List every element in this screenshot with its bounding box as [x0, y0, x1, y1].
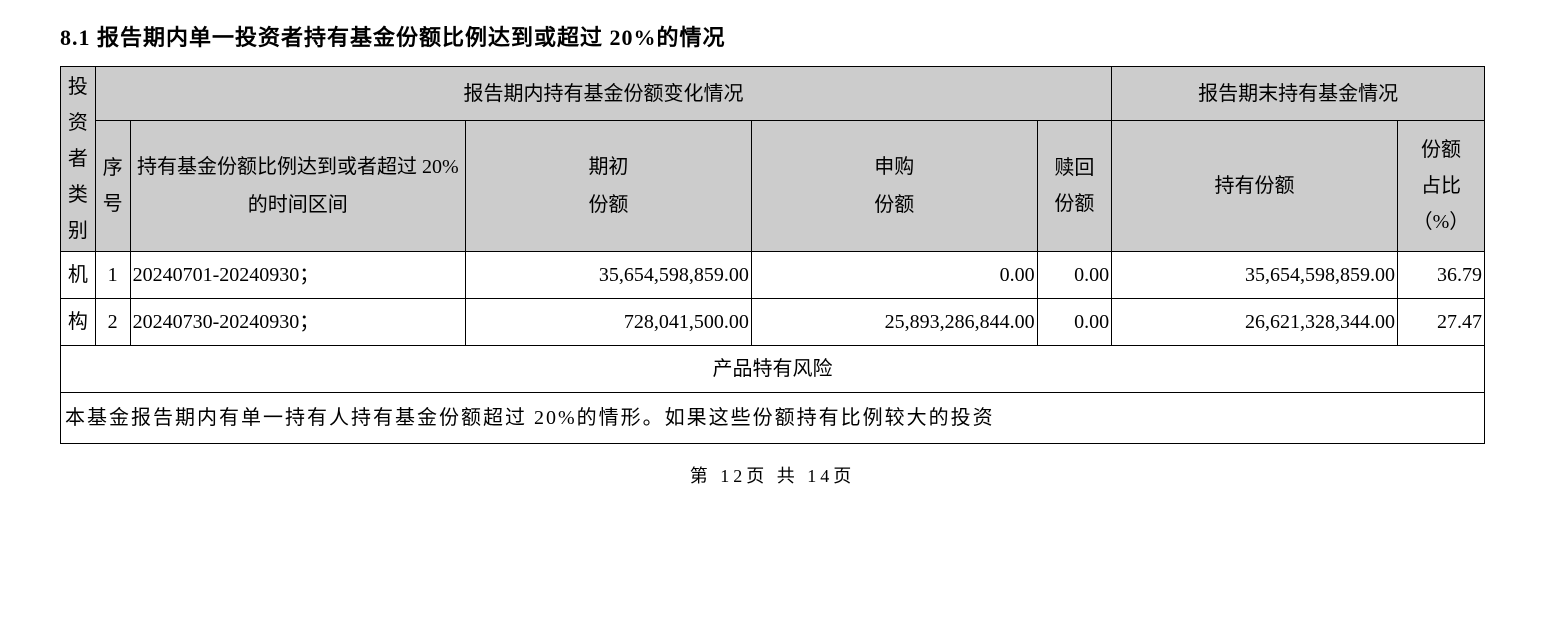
table-row: 构 2 20240730-20240930； 728,041,500.00 25… [61, 299, 1485, 346]
th-pct-top: 份额 [1421, 139, 1461, 161]
th-sub-top: 申购 [874, 156, 914, 178]
th-investor-type: 投资者类别 [61, 67, 96, 252]
th-period: 持有基金份额比例达到或者超过 20%的时间区间 [130, 121, 465, 252]
risk-title-row: 产品特有风险 [61, 346, 1485, 393]
risk-note-row: 本基金报告期内有单一持有人持有基金份额超过 20%的情形。如果这些份额持有比例较… [61, 393, 1485, 444]
cell-sub: 25,893,286,844.00 [751, 299, 1037, 346]
th-sub: 申购 份额 [751, 121, 1037, 252]
cell-sub: 0.00 [751, 252, 1037, 299]
cell-seq: 2 [95, 299, 130, 346]
th-pct: 份额 占比 （%） [1397, 121, 1484, 252]
th-redeem-top: 赎回 [1054, 157, 1094, 179]
th-sub-bot: 份额 [874, 194, 914, 216]
cell-period: 20240701-20240930； [130, 252, 465, 299]
th-begin: 期初 份额 [466, 121, 752, 252]
cell-begin: 728,041,500.00 [466, 299, 752, 346]
cell-investor-type: 机 [61, 252, 96, 299]
page-footer: 第 12页 共 14页 [60, 462, 1485, 488]
th-seq: 序号 [95, 121, 130, 252]
cell-begin: 35,654,598,859.00 [466, 252, 752, 299]
cell-seq: 1 [95, 252, 130, 299]
th-redeem: 赎回 份额 [1037, 121, 1112, 252]
risk-note-cell: 本基金报告期内有单一持有人持有基金份额超过 20%的情形。如果这些份额持有比例较… [61, 393, 1485, 444]
th-group-change: 报告期内持有基金份额变化情况 [95, 67, 1111, 121]
th-group-end: 报告期末持有基金情况 [1112, 67, 1485, 121]
holdings-table: 投资者类别 报告期内持有基金份额变化情况 报告期末持有基金情况 序号 持有基金份… [60, 66, 1485, 444]
cell-hold: 26,621,328,344.00 [1112, 299, 1398, 346]
th-begin-top: 期初 [588, 156, 628, 178]
cell-redeem: 0.00 [1037, 299, 1112, 346]
cell-period: 20240730-20240930； [130, 299, 465, 346]
th-hold: 持有份额 [1112, 121, 1398, 252]
cell-pct: 36.79 [1397, 252, 1484, 299]
th-begin-bot: 份额 [588, 194, 628, 216]
cell-redeem: 0.00 [1037, 252, 1112, 299]
cell-investor-type: 构 [61, 299, 96, 346]
cell-pct: 27.47 [1397, 299, 1484, 346]
risk-title-cell: 产品特有风险 [61, 346, 1485, 393]
th-pct-bot: （%） [1413, 211, 1470, 233]
table-row: 机 1 20240701-20240930； 35,654,598,859.00… [61, 252, 1485, 299]
cell-hold: 35,654,598,859.00 [1112, 252, 1398, 299]
th-investor-type-text: 投资者类别 [61, 69, 95, 249]
th-pct-mid: 占比 [1421, 175, 1461, 197]
section-heading: 8.1 报告期内单一投资者持有基金份额比例达到或超过 20%的情况 [60, 20, 1485, 52]
th-redeem-bot: 份额 [1054, 193, 1094, 215]
